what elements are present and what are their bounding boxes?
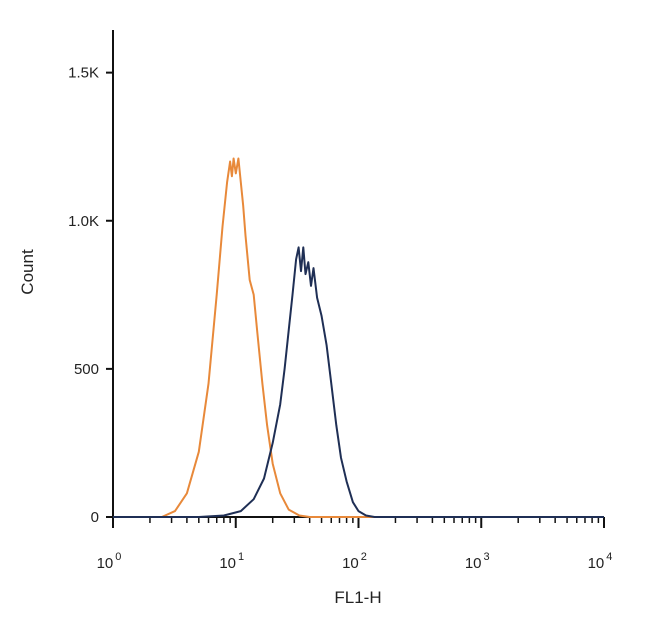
x-tick-label: 10 0 <box>97 551 122 572</box>
y-axis-title: Count <box>18 249 37 295</box>
x-tick-label: 10 3 <box>465 551 490 572</box>
x-tick-exponent: 0 <box>115 551 121 563</box>
y-tick-label: 500 <box>74 361 99 378</box>
y-tick-label: 1.0K <box>68 213 99 230</box>
y-tick-label: 1.5K <box>68 65 99 82</box>
x-tick-label: 10 1 <box>219 551 244 572</box>
x-axis-title: FL1-H <box>334 588 381 607</box>
x-tick-exponent: 2 <box>361 551 367 563</box>
histogram-series-1 <box>113 157 604 518</box>
x-tick-exponent: 1 <box>238 551 244 563</box>
histogram-series-2 <box>113 246 604 518</box>
y-tick-label: 0 <box>91 509 99 526</box>
x-tick-base: 10 <box>342 555 359 572</box>
x-tick-exponent: 4 <box>606 551 612 563</box>
x-tick-base: 10 <box>97 555 114 572</box>
x-tick-base: 10 <box>588 555 605 572</box>
x-tick-exponent: 3 <box>484 551 490 563</box>
x-tick-label: 10 4 <box>588 551 613 572</box>
y-axis-ticks: 0 500 1.0K 1.5K <box>68 65 113 526</box>
x-tick-base: 10 <box>219 555 236 572</box>
x-axis-ticks: 10 0 10 1 10 2 10 3 10 4 <box>97 517 613 572</box>
x-tick-base: 10 <box>465 555 482 572</box>
x-tick-label: 10 2 <box>342 551 367 572</box>
series-group <box>113 157 604 518</box>
